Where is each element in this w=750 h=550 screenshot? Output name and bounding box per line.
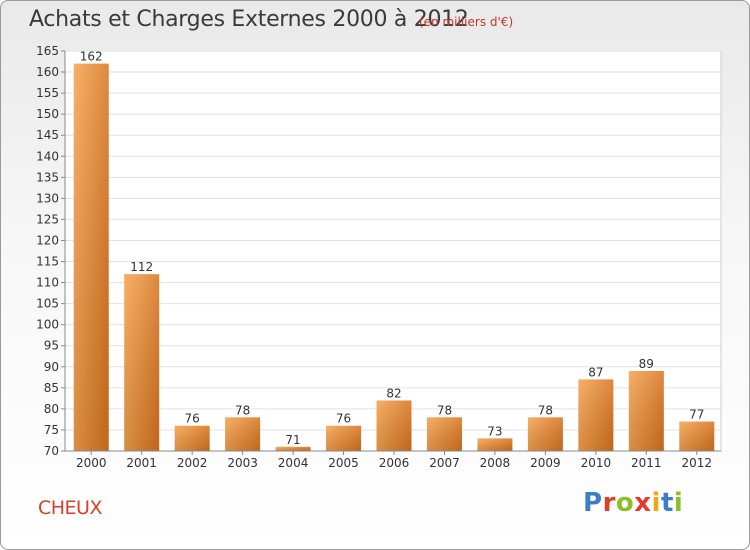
logo-letter: P: [583, 488, 603, 518]
y-tick-label: 150: [36, 107, 59, 121]
bars: 162 112 76 78 71 76 82 78 73 78 87 89 77: [73, 50, 715, 451]
bar-shade: [679, 421, 715, 451]
y-tick-label: 135: [36, 170, 59, 184]
y-tick-label: 140: [36, 149, 59, 163]
chart-title: Achats et Charges Externes 2000 à 2012: [29, 7, 469, 32]
x-tick-label: 2009: [530, 456, 561, 470]
bar-value-label: 78: [235, 403, 250, 417]
proxiti-logo[interactable]: Proxiti: [583, 488, 683, 518]
y-tick-label: 165: [36, 44, 59, 58]
bar-shade: [628, 371, 664, 451]
bar-shade: [275, 446, 311, 451]
bar-value-label: 162: [80, 50, 103, 64]
bar-value-label: 78: [437, 403, 452, 417]
x-tick-label: 2008: [480, 456, 511, 470]
y-tick-label: 70: [44, 444, 59, 458]
bar-value-label: 76: [185, 412, 200, 426]
bar-shade: [527, 417, 563, 451]
bar-shade: [73, 63, 109, 451]
x-tick-label: 2001: [126, 456, 157, 470]
bar-value-label: 71: [285, 433, 300, 447]
x-axis: 2000 2001 2002 2003 2004 2005 2006 2007 2008 2009…: [65, 450, 721, 470]
logo-letter: t: [660, 488, 674, 518]
bar-shade: [426, 417, 462, 451]
bar-value-label: 89: [639, 357, 654, 371]
x-tick-label: 2012: [681, 456, 712, 470]
gridlines: [65, 50, 721, 452]
x-tick-label: 2007: [429, 456, 460, 470]
x-tick-label: 2003: [227, 456, 258, 470]
y-tick-label: 80: [44, 402, 59, 416]
y-tick-label: 160: [36, 65, 59, 79]
chart-subtitle: (en milliers d'€): [419, 15, 514, 29]
bar-shade: [124, 274, 160, 451]
y-tick-label: 90: [44, 360, 59, 374]
x-tick-label: 2006: [379, 456, 410, 470]
bar-shade: [326, 425, 362, 451]
bar-value-label: 87: [588, 365, 603, 379]
y-tick-label: 110: [36, 276, 59, 290]
x-tick-label: 2000: [76, 456, 107, 470]
bar-value-label: 78: [538, 403, 553, 417]
x-tick-label: 2004: [278, 456, 309, 470]
y-tick-label: 95: [44, 339, 59, 353]
logo-letter: i: [673, 488, 684, 518]
logo-letter: r: [602, 488, 616, 518]
y-tick-label: 145: [36, 128, 59, 142]
y-tick-label: 120: [36, 233, 59, 247]
bar-value-label: 76: [336, 412, 351, 426]
logo-letter: o: [615, 488, 635, 518]
bar-shade: [376, 400, 412, 451]
logo-letter: i: [651, 488, 661, 518]
logo-letter: x: [634, 488, 652, 518]
bar-value-label: 112: [130, 260, 153, 274]
bar-shade: [225, 417, 261, 451]
bar-shade: [174, 425, 210, 451]
x-tick-label: 2010: [581, 456, 612, 470]
y-axis: 70 75 80 85 90 95 100 105 110 115 120 125 130 135 140 1…: [36, 44, 66, 458]
bar-shade: [477, 438, 513, 451]
bar-chart: 70 75 80 85 90 95 100 105 110 115 120 125 130 135 140 1…: [36, 44, 722, 470]
commune-name: CHEUX: [38, 497, 102, 519]
y-tick-label: 105: [36, 297, 59, 311]
y-tick-label: 115: [36, 255, 59, 269]
y-tick-label: 75: [44, 423, 59, 437]
y-tick-label: 85: [44, 381, 59, 395]
bar-shade: [578, 379, 614, 451]
x-tick-label: 2005: [328, 456, 359, 470]
x-tick-label: 2002: [177, 456, 208, 470]
y-tick-label: 100: [36, 318, 59, 332]
bar-value-label: 82: [386, 386, 401, 400]
bar-value-label: 77: [689, 408, 704, 422]
bar-value-label: 73: [487, 424, 502, 438]
y-tick-label: 125: [36, 212, 59, 226]
y-tick-label: 155: [36, 86, 59, 100]
y-tick-label: 130: [36, 191, 59, 205]
x-tick-label: 2011: [631, 456, 662, 470]
